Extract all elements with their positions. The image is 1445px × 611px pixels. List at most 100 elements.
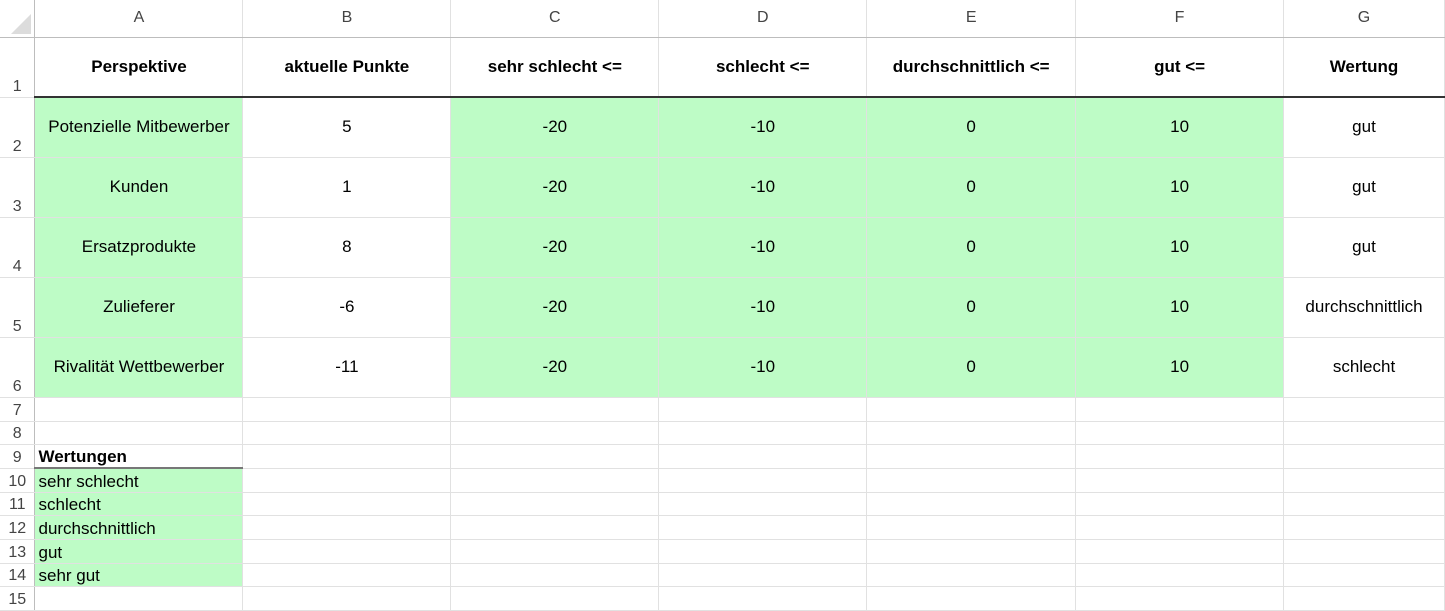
cell-g3[interactable]: gut <box>1283 157 1445 218</box>
cell-e1[interactable]: durchschnittlich <= <box>866 37 1077 98</box>
cell-e14[interactable] <box>866 563 1077 587</box>
cell-e5[interactable]: 0 <box>866 277 1077 338</box>
cell-c15[interactable] <box>450 586 660 611</box>
cell-b4[interactable]: 8 <box>242 217 452 278</box>
column-header-c[interactable]: C <box>450 0 660 38</box>
cell-g1[interactable]: Wertung <box>1283 37 1445 98</box>
cell-c9[interactable] <box>450 444 660 469</box>
cell-d9[interactable] <box>658 444 868 469</box>
row-header-15[interactable]: 15 <box>0 586 36 611</box>
cell-a10[interactable]: sehr schlecht <box>34 468 244 493</box>
cell-b15[interactable] <box>242 586 452 611</box>
cell-c12[interactable] <box>450 515 660 540</box>
cell-b3[interactable]: 1 <box>242 157 452 218</box>
row-header-13[interactable]: 13 <box>0 539 36 564</box>
row-header-6[interactable]: 6 <box>0 337 36 398</box>
cell-b14[interactable] <box>242 563 452 587</box>
cell-b13[interactable] <box>242 539 452 564</box>
row-header-11[interactable]: 11 <box>0 492 36 516</box>
row-header-3[interactable]: 3 <box>0 157 36 218</box>
row-header-5[interactable]: 5 <box>0 277 36 338</box>
column-header-b[interactable]: B <box>242 0 452 38</box>
cell-a3[interactable]: Kunden <box>34 157 244 218</box>
cell-b6[interactable]: -11 <box>242 337 452 398</box>
cell-f9[interactable] <box>1075 444 1284 469</box>
cell-a13[interactable]: gut <box>34 539 244 564</box>
row-header-8[interactable]: 8 <box>0 421 36 445</box>
cell-f6[interactable]: 10 <box>1075 337 1284 398</box>
cell-e12[interactable] <box>866 515 1077 540</box>
cell-g13[interactable] <box>1283 539 1445 564</box>
select-all-button[interactable] <box>0 0 36 38</box>
cell-a8[interactable] <box>34 421 244 445</box>
cell-b8[interactable] <box>242 421 452 445</box>
cell-g11[interactable] <box>1283 492 1445 516</box>
cell-b12[interactable] <box>242 515 452 540</box>
cell-c7[interactable] <box>450 397 660 422</box>
cell-c11[interactable] <box>450 492 660 516</box>
cell-a7[interactable] <box>34 397 244 422</box>
cell-d15[interactable] <box>658 586 868 611</box>
row-header-7[interactable]: 7 <box>0 397 36 422</box>
cell-a6[interactable]: Rivalität Wettbewerber <box>34 337 244 398</box>
cell-b9[interactable] <box>242 444 452 469</box>
row-header-12[interactable]: 12 <box>0 515 36 540</box>
cell-e11[interactable] <box>866 492 1077 516</box>
cell-a14[interactable]: sehr gut <box>34 563 244 587</box>
cell-c2[interactable]: -20 <box>450 97 660 158</box>
cell-d10[interactable] <box>658 468 868 493</box>
cell-d4[interactable]: -10 <box>658 217 868 278</box>
cell-d1[interactable]: schlecht <= <box>658 37 868 98</box>
cell-f4[interactable]: 10 <box>1075 217 1284 278</box>
cell-a11[interactable]: schlecht <box>34 492 244 516</box>
cell-f1[interactable]: gut <= <box>1075 37 1284 98</box>
cell-d8[interactable] <box>658 421 868 445</box>
cell-d11[interactable] <box>658 492 868 516</box>
cell-c3[interactable]: -20 <box>450 157 660 218</box>
cell-e9[interactable] <box>866 444 1077 469</box>
cell-b10[interactable] <box>242 468 452 493</box>
cell-b5[interactable]: -6 <box>242 277 452 338</box>
cell-f14[interactable] <box>1075 563 1284 587</box>
row-header-2[interactable]: 2 <box>0 97 36 158</box>
cell-a5[interactable]: Zulieferer <box>34 277 244 338</box>
column-header-a[interactable]: A <box>34 0 244 38</box>
cell-d7[interactable] <box>658 397 868 422</box>
cell-g5[interactable]: durchschnittlich <box>1283 277 1445 338</box>
cell-a2[interactable]: Potenzielle Mitbewerber <box>34 97 244 158</box>
cell-e2[interactable]: 0 <box>866 97 1077 158</box>
cell-e4[interactable]: 0 <box>866 217 1077 278</box>
cell-g14[interactable] <box>1283 563 1445 587</box>
cell-f7[interactable] <box>1075 397 1284 422</box>
cell-c14[interactable] <box>450 563 660 587</box>
column-header-f[interactable]: F <box>1075 0 1284 38</box>
cell-f5[interactable]: 10 <box>1075 277 1284 338</box>
cell-f2[interactable]: 10 <box>1075 97 1284 158</box>
cell-g4[interactable]: gut <box>1283 217 1445 278</box>
cell-c10[interactable] <box>450 468 660 493</box>
cell-c13[interactable] <box>450 539 660 564</box>
cell-f8[interactable] <box>1075 421 1284 445</box>
cell-e10[interactable] <box>866 468 1077 493</box>
row-header-14[interactable]: 14 <box>0 563 36 587</box>
cell-e3[interactable]: 0 <box>866 157 1077 218</box>
cell-g7[interactable] <box>1283 397 1445 422</box>
cell-d14[interactable] <box>658 563 868 587</box>
row-header-9[interactable]: 9 <box>0 444 36 469</box>
cell-e7[interactable] <box>866 397 1077 422</box>
cell-e13[interactable] <box>866 539 1077 564</box>
cell-f3[interactable]: 10 <box>1075 157 1284 218</box>
cell-d2[interactable]: -10 <box>658 97 868 158</box>
cell-d13[interactable] <box>658 539 868 564</box>
cell-g15[interactable] <box>1283 586 1445 611</box>
row-header-10[interactable]: 10 <box>0 468 36 493</box>
cell-d5[interactable]: -10 <box>658 277 868 338</box>
cell-c8[interactable] <box>450 421 660 445</box>
cell-c1[interactable]: sehr schlecht <= <box>450 37 660 98</box>
cell-g8[interactable] <box>1283 421 1445 445</box>
cell-c6[interactable]: -20 <box>450 337 660 398</box>
cell-f12[interactable] <box>1075 515 1284 540</box>
cell-e6[interactable]: 0 <box>866 337 1077 398</box>
row-header-1[interactable]: 1 <box>0 37 36 98</box>
cell-g9[interactable] <box>1283 444 1445 469</box>
